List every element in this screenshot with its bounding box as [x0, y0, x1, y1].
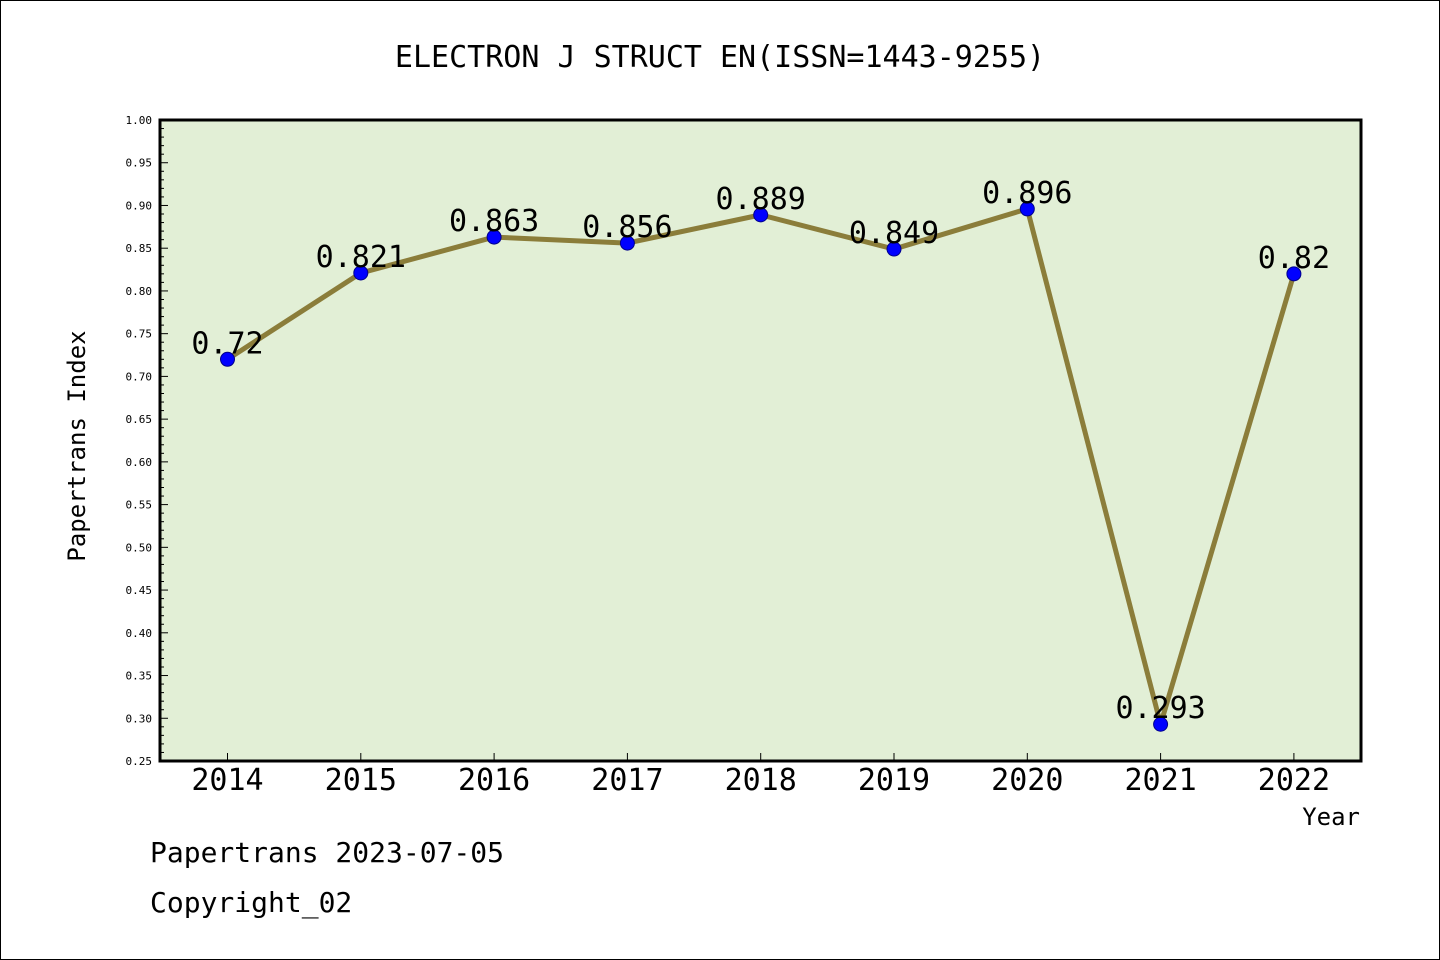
data-label: 0.849 [849, 216, 939, 251]
y-tick-label: 0.90 [126, 199, 153, 212]
data-point [353, 265, 369, 281]
y-tick-label: 0.95 [126, 157, 153, 170]
data-label: 0.863 [449, 204, 539, 239]
data-label: 0.82 [1258, 241, 1330, 276]
x-tick-label: 2015 [325, 763, 397, 798]
y-tick-label: 0.40 [126, 627, 153, 640]
y-tick-label: 0.50 [126, 541, 153, 554]
y-tick-label: 0.80 [126, 285, 153, 298]
data-label: 0.856 [582, 210, 672, 245]
data-point [753, 207, 769, 223]
plot-area [158, 118, 1363, 763]
y-tick-label: 0.55 [126, 499, 153, 512]
data-point [619, 235, 635, 251]
footer-date: Papertrans 2023-07-05 [150, 836, 505, 869]
data-point [1286, 266, 1302, 282]
x-tick-label: 2019 [858, 763, 930, 798]
y-tick-label: 0.60 [126, 456, 153, 469]
footer-copyright: Copyright_02 [150, 886, 353, 919]
data-point [1019, 201, 1035, 217]
data-label: 0.72 [191, 326, 263, 361]
data-label: 0.293 [1115, 691, 1205, 726]
x-tick-label: 2017 [591, 763, 663, 798]
y-axis-label: Papertrans Index [63, 330, 91, 561]
y-tick-label: 0.75 [126, 328, 153, 341]
data-label: 0.889 [716, 182, 806, 217]
y-axis: 0.25 0.30 0.35 0.40 0.45 0.50 0.55 0.60 0.65 0.70… [126, 114, 168, 768]
x-tick-label: 2014 [191, 763, 263, 798]
y-tick-label: 0.30 [126, 712, 153, 725]
data-label: 0.896 [982, 176, 1072, 211]
x-tick-label: 2016 [458, 763, 530, 798]
data-label: 0.821 [316, 240, 406, 275]
y-tick-label: 0.65 [126, 413, 153, 426]
data-point [220, 351, 235, 367]
y-tick-label: 0.25 [126, 755, 153, 768]
y-tick-label: 0.70 [126, 370, 153, 383]
x-tick-label: 2021 [1124, 763, 1196, 798]
data-points [220, 201, 1302, 732]
data-point [1153, 716, 1169, 732]
data-point [486, 229, 502, 245]
y-tick-label: 0.35 [126, 670, 153, 683]
x-axis-label: Year [1302, 803, 1360, 831]
x-tick-label: 2022 [1258, 763, 1330, 798]
x-tick-label: 2018 [725, 763, 797, 798]
data-point [886, 241, 902, 257]
y-tick-label: 1.00 [126, 114, 153, 127]
y-tick-label: 0.85 [126, 242, 153, 255]
data-labels: 0.72 0.821 0.863 0.856 0.889 0.849 0.896 0.293 0… [191, 176, 1330, 726]
x-tick-label: 2020 [991, 763, 1063, 798]
chart-title: ELECTRON J STRUCT EN(ISSN=1443-9255) [395, 40, 1045, 75]
x-axis: 2014 2015 2016 2017 2018 2019 2020 2021 2022 [191, 753, 1330, 798]
y-tick-label: 0.45 [126, 584, 153, 597]
